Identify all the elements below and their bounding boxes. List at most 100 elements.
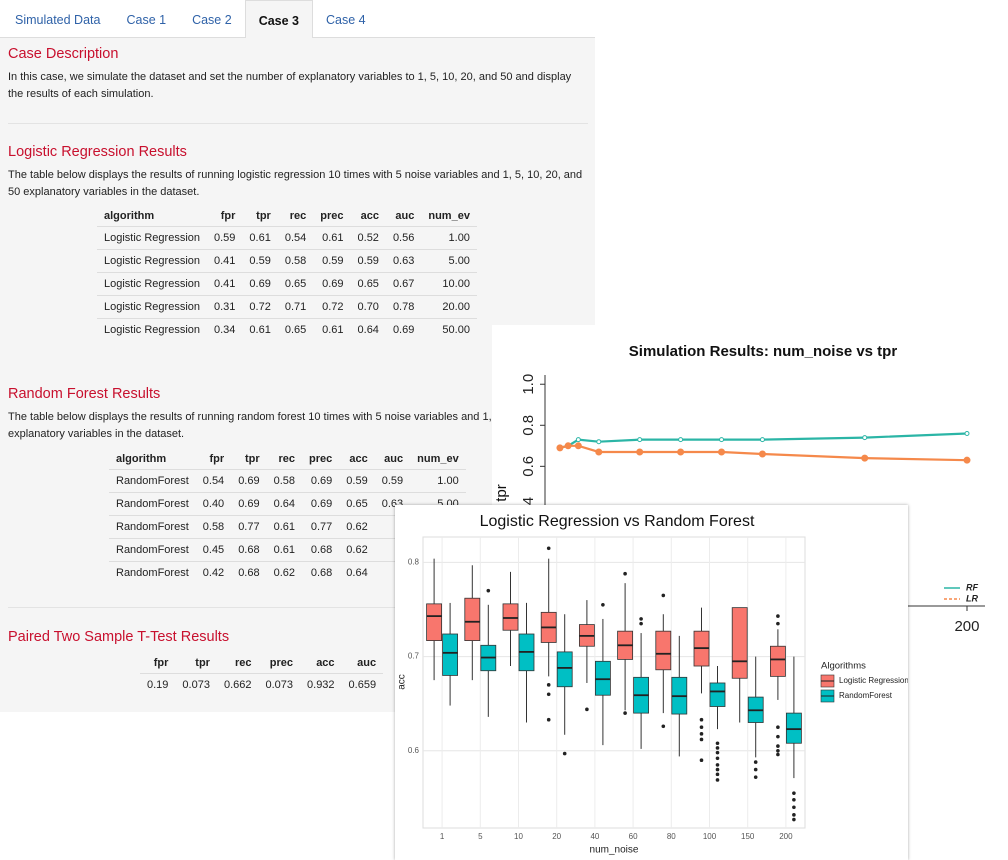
column-header: rec <box>289 210 307 222</box>
box <box>464 597 481 641</box>
outlier <box>562 751 567 756</box>
table-cell: 0.073 <box>258 673 301 696</box>
legend-label: RandomForest <box>839 691 893 700</box>
column-header: auc <box>384 453 404 465</box>
table-cell: 0.67 <box>385 272 422 296</box>
box <box>442 633 458 676</box>
paragraph: The table below displays the results of … <box>8 169 583 198</box>
column-header: rec <box>278 453 296 465</box>
tab[interactable]: Case 2 <box>192 13 232 27</box>
table-cell: 0.64 <box>339 561 375 584</box>
data-point <box>678 437 684 443</box>
outlier <box>699 732 704 736</box>
column-header: algorithm <box>116 453 167 465</box>
legend-label: LR <box>966 593 978 603</box>
legend-label: RF <box>966 582 978 592</box>
results-table: fpr tpr rec prec acc auc 0.19 0.073 0.662 0.073 0.… <box>140 653 384 696</box>
outlier <box>699 758 704 762</box>
table-cell: Logistic Regression <box>97 295 207 319</box>
table-cell: RandomForest <box>109 538 196 562</box>
table-cell: Logistic Regression <box>97 318 207 341</box>
box <box>594 660 611 696</box>
divider <box>8 123 588 124</box>
table-cell: 0.69 <box>231 469 267 493</box>
table-cell: 0.69 <box>302 469 340 493</box>
outlier <box>546 546 551 551</box>
box <box>556 651 573 688</box>
data-point <box>758 450 766 458</box>
table-cell: 0.61 <box>242 226 278 250</box>
table-cell: 50.00 <box>421 318 477 341</box>
table-cell: Logistic Regression <box>97 249 207 273</box>
outlier <box>661 724 666 729</box>
table-header: fpr tpr rec prec acc auc <box>140 653 383 674</box>
table-cell: 0.932 <box>300 673 342 696</box>
tab[interactable]: Case 1 <box>126 13 167 27</box>
series-line <box>559 444 968 462</box>
table-cell: 0.64 <box>266 492 303 516</box>
results-table: algorithm fpr tpr rec prec acc auc num_ev Logist… <box>97 206 477 341</box>
outlier <box>585 707 589 712</box>
outlier <box>776 621 780 626</box>
column-header: acc <box>316 657 335 669</box>
table-cell: 10.00 <box>421 272 477 296</box>
chart-title: Simulation Results: num_noise vs tpr <box>629 343 898 360</box>
column-header: fpr <box>209 453 225 465</box>
outlier <box>776 752 780 757</box>
table-cell: 0.45 <box>195 538 232 562</box>
column-header: num_ev <box>428 210 470 222</box>
table-cell: 0.59 <box>313 249 351 273</box>
table-cell: RandomForest <box>109 515 196 539</box>
tab[interactable]: Case 3 <box>244 0 313 38</box>
outlier <box>623 571 627 576</box>
outlier <box>546 717 551 722</box>
x-tick-label: 5 <box>478 832 483 841</box>
data-point <box>964 430 970 436</box>
table-row: Logistic Regression 0.59 0.61 0.54 0.61 0.52 0… <box>97 226 477 250</box>
outlier <box>753 767 758 772</box>
column-header: num_ev <box>417 453 459 465</box>
table-cell: 0.41 <box>207 272 243 296</box>
paragraph: The table below displays the results of … <box>8 411 578 440</box>
tab[interactable]: Case 4 <box>326 13 366 27</box>
table-cell: 0.62 <box>266 561 303 584</box>
box <box>709 682 726 707</box>
table-cell: 0.69 <box>242 272 278 296</box>
box <box>502 603 519 631</box>
table-cell: 0.58 <box>266 469 303 493</box>
table-row: 0.19 0.073 0.662 0.073 0.932 0.659 <box>140 673 384 696</box>
tab[interactable]: Simulated Data <box>15 13 101 27</box>
outlier <box>715 767 720 772</box>
data-point <box>575 437 581 443</box>
column-header: acc <box>360 210 379 222</box>
table-cell: 0.659 <box>341 673 384 696</box>
section-title: Case Description <box>8 46 119 62</box>
x-tick-label: 1 <box>440 832 445 841</box>
outlier <box>699 737 704 742</box>
column-header: fpr <box>153 657 169 669</box>
outlier <box>661 593 666 598</box>
outlier <box>753 775 758 779</box>
table-cell: 0.62 <box>339 515 375 539</box>
outlier <box>792 791 796 795</box>
table-cell: 0.59 <box>207 226 243 250</box>
table-cell: 0.71 <box>277 295 314 319</box>
outlier <box>639 617 643 621</box>
table-cell: 0.54 <box>277 226 314 250</box>
table-cell: 1.00 <box>410 469 466 493</box>
box <box>655 630 672 671</box>
table-cell: 0.72 <box>313 295 351 319</box>
outlier <box>546 683 551 687</box>
outlier <box>776 744 780 748</box>
table-row: RandomForest 0.40 0.69 0.64 0.69 0.65 0.63 5.00 <box>109 492 466 516</box>
outlier <box>715 778 720 782</box>
divider <box>8 607 588 608</box>
table-row: RandomForest 0.45 0.68 0.61 0.68 0.62 <box>109 538 466 562</box>
column-header: tpr <box>244 453 260 465</box>
box <box>426 603 443 641</box>
table-row: RandomForest 0.54 0.69 0.58 0.69 0.59 0.59 1.00 <box>109 469 466 493</box>
outlier <box>792 797 796 802</box>
box <box>785 712 802 744</box>
table-cell: 0.77 <box>302 515 340 539</box>
